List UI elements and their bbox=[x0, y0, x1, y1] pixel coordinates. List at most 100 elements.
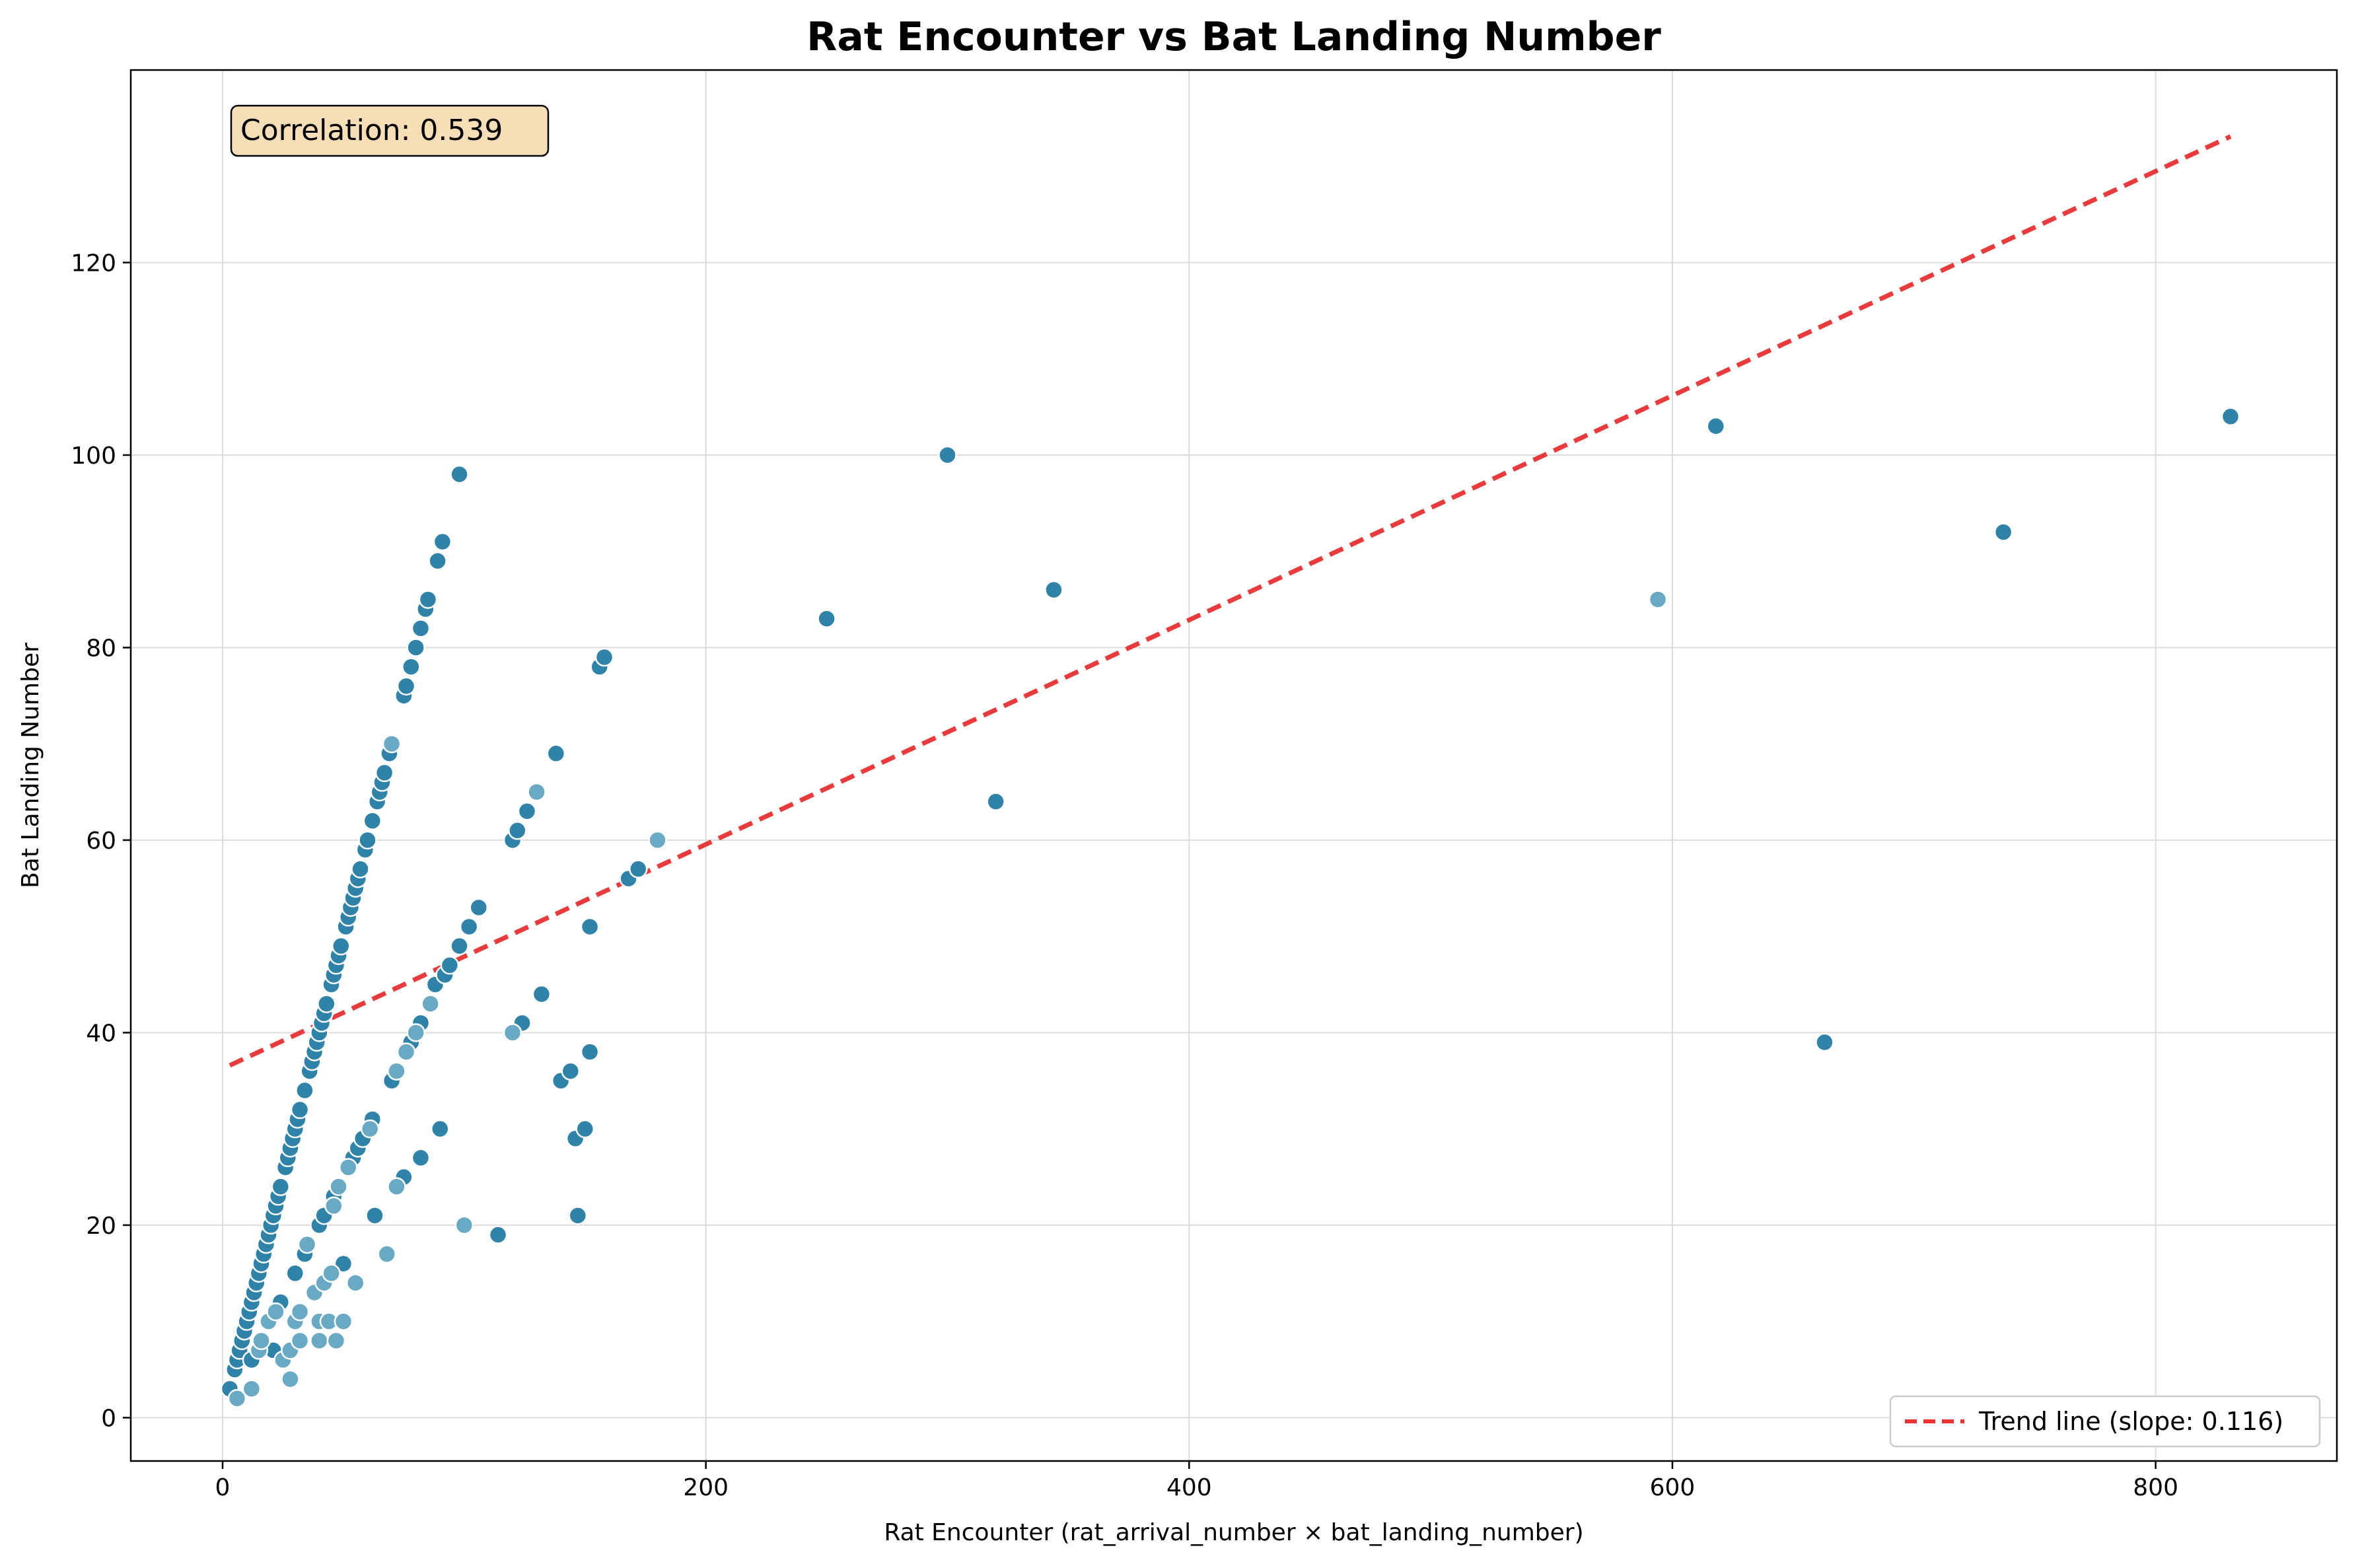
data-point bbox=[433, 532, 452, 552]
x-tick-label: 0 bbox=[215, 1474, 231, 1501]
data-point bbox=[421, 994, 440, 1013]
data-point bbox=[517, 801, 537, 821]
annotation-text: Correlation: 0.539 bbox=[240, 114, 503, 147]
data-point bbox=[322, 1264, 341, 1283]
data-point bbox=[594, 647, 614, 667]
data-point bbox=[440, 956, 460, 975]
data-point bbox=[334, 1254, 353, 1273]
data-point bbox=[326, 1331, 346, 1351]
data-point bbox=[242, 1379, 262, 1398]
data-point bbox=[266, 1302, 285, 1322]
x-tick-label: 600 bbox=[1650, 1474, 1696, 1501]
annotation-box bbox=[230, 104, 550, 157]
data-point bbox=[310, 1331, 329, 1351]
trend-line bbox=[229, 134, 2232, 1068]
data-point bbox=[295, 1081, 314, 1100]
y-tick-label: 20 bbox=[86, 1213, 116, 1240]
data-point bbox=[418, 590, 438, 609]
data-point bbox=[568, 1206, 588, 1225]
data-point bbox=[406, 638, 425, 657]
data-point bbox=[580, 917, 600, 937]
data-points bbox=[220, 407, 2240, 1408]
data-point bbox=[411, 1148, 431, 1168]
data-point bbox=[406, 1023, 425, 1042]
data-point bbox=[396, 676, 416, 696]
data-point bbox=[1993, 522, 2013, 542]
data-point bbox=[546, 744, 566, 764]
data-point bbox=[297, 1234, 317, 1254]
data-point bbox=[329, 1177, 348, 1196]
trend-layer bbox=[229, 134, 2232, 1068]
data-point bbox=[1044, 580, 1063, 600]
data-point bbox=[360, 1119, 380, 1139]
data-point bbox=[351, 859, 370, 878]
data-point bbox=[817, 609, 836, 628]
data-point bbox=[338, 1158, 358, 1177]
x-axis-ticks: 0 200 400 600 800 bbox=[215, 1461, 2178, 1501]
data-point bbox=[986, 792, 1005, 811]
data-point bbox=[575, 1119, 595, 1139]
data-point bbox=[938, 445, 957, 465]
chart-title: Rat Encounter vs Bat Landing Number bbox=[806, 14, 1661, 60]
data-point bbox=[324, 1196, 343, 1216]
data-point bbox=[375, 763, 394, 783]
data-point bbox=[450, 464, 469, 484]
plot-frame bbox=[129, 69, 2338, 1462]
data-point bbox=[290, 1331, 310, 1351]
data-point bbox=[469, 898, 489, 917]
data-point bbox=[648, 830, 667, 850]
y-tick-label: 40 bbox=[86, 1020, 116, 1047]
data-point bbox=[358, 830, 377, 850]
data-point bbox=[2221, 407, 2240, 426]
data-point bbox=[290, 1302, 310, 1322]
data-point bbox=[317, 994, 336, 1013]
data-point bbox=[377, 1244, 397, 1264]
data-point bbox=[411, 619, 431, 638]
x-tick-label: 200 bbox=[683, 1474, 729, 1501]
data-point bbox=[628, 859, 648, 878]
data-point bbox=[450, 937, 469, 956]
data-point bbox=[503, 1023, 522, 1042]
data-point bbox=[365, 1206, 384, 1225]
data-point bbox=[402, 657, 421, 676]
data-point bbox=[428, 552, 447, 571]
data-point bbox=[332, 937, 351, 956]
data-point bbox=[532, 984, 552, 1004]
x-tick-label: 800 bbox=[2133, 1474, 2178, 1501]
data-point bbox=[1815, 1032, 1834, 1052]
data-point bbox=[281, 1369, 300, 1389]
legend-trend-label: Trend line (slope: 0.116) bbox=[1978, 1407, 2283, 1436]
x-tick-label: 400 bbox=[1166, 1474, 1212, 1501]
y-tick-label: 100 bbox=[71, 443, 116, 470]
x-axis-label: Rat Encounter (rat_arrival_number × bat_… bbox=[884, 1519, 1583, 1546]
y-tick-label: 80 bbox=[86, 635, 116, 662]
data-point bbox=[285, 1264, 305, 1283]
legend: Trend line (slope: 0.116) bbox=[1889, 1395, 2321, 1448]
data-point bbox=[252, 1331, 271, 1351]
data-point bbox=[345, 1273, 365, 1293]
data-point bbox=[382, 734, 402, 754]
y-tick-label: 0 bbox=[101, 1405, 116, 1432]
grid-lines bbox=[131, 70, 2337, 1461]
data-point bbox=[508, 821, 527, 840]
y-axis-label: Bat Landing Number bbox=[17, 643, 44, 888]
y-tick-label: 60 bbox=[86, 828, 116, 855]
data-point bbox=[459, 917, 479, 937]
y-tick-label: 120 bbox=[71, 250, 116, 277]
y-axis-ticks: 0 20 40 60 80 100 120 bbox=[71, 250, 131, 1432]
legend-box bbox=[1889, 1395, 2321, 1448]
data-point bbox=[1706, 417, 1726, 436]
data-point bbox=[271, 1177, 291, 1196]
data-point bbox=[1648, 590, 1668, 609]
data-point bbox=[290, 1100, 310, 1120]
data-point bbox=[488, 1225, 508, 1244]
data-point bbox=[431, 1119, 450, 1139]
data-point bbox=[227, 1389, 247, 1408]
data-point bbox=[454, 1215, 474, 1235]
data-point bbox=[527, 782, 546, 802]
correlation-annotation: Correlation: 0.539 bbox=[230, 104, 550, 157]
data-point bbox=[387, 1177, 406, 1196]
data-point bbox=[561, 1061, 581, 1081]
